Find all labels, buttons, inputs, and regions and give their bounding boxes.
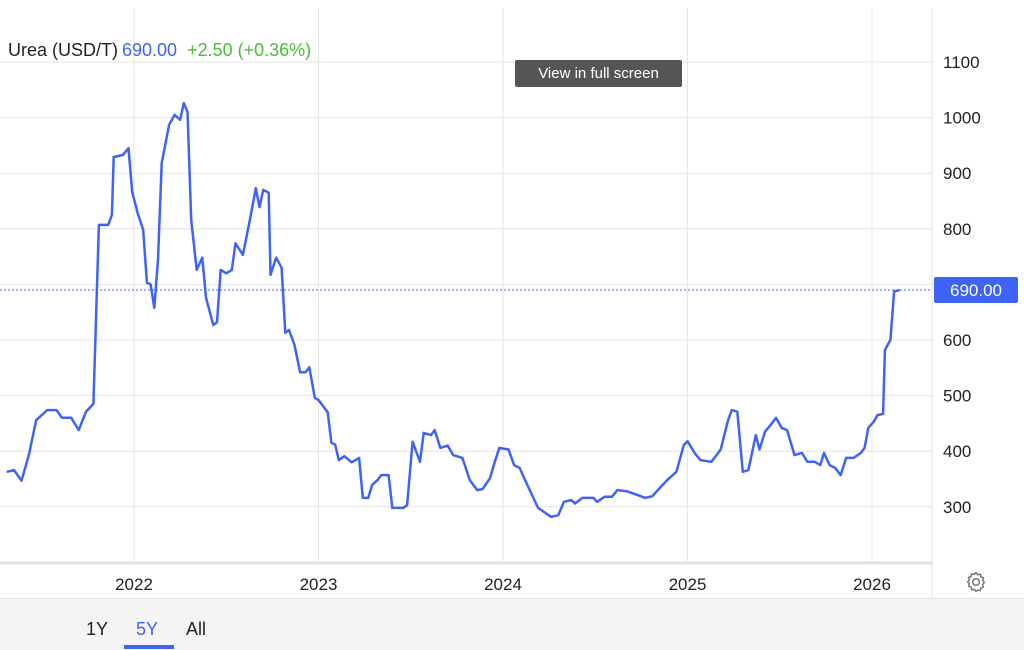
current-price: 690.00 <box>122 40 178 60</box>
y-tick-label: 400 <box>943 442 971 461</box>
y-tick-label: 900 <box>943 164 971 183</box>
price-change: +2.50 (+0.36%) <box>187 40 312 60</box>
x-tick-label: 2026 <box>853 575 891 594</box>
instrument-name: Urea (USD/T) <box>8 40 119 60</box>
x-tick-label: 2023 <box>300 575 338 594</box>
fullscreen-tooltip: View in full screen <box>515 60 682 87</box>
x-tick-label: 2025 <box>669 575 707 594</box>
range-selector: 1Y 5Y All <box>0 598 1024 650</box>
chart-title: Urea (USD/T) 690.00 +2.50 (+0.36%) <box>8 40 311 61</box>
y-tick-label: 300 <box>943 498 971 517</box>
range-1y-button[interactable]: 1Y <box>86 619 109 639</box>
x-axis: 2022 2023 2024 2025 2026 <box>115 575 891 594</box>
range-5y-button[interactable]: 5Y <box>136 619 159 639</box>
x-tick-label: 2022 <box>115 575 153 594</box>
gear-icon[interactable] <box>964 570 988 594</box>
series-line-urea <box>6 101 901 519</box>
y-tick-label: 1000 <box>943 109 981 128</box>
current-value-label: 690.00 <box>950 281 1002 300</box>
grid-lines <box>0 8 933 598</box>
y-tick-label: 1100 <box>943 53 980 72</box>
x-tick-label: 2024 <box>484 575 522 594</box>
active-range-indicator <box>124 645 174 649</box>
y-axis: 300 400 500 600 800 900 1000 1100 <box>943 53 981 517</box>
y-tick-label: 800 <box>943 220 971 239</box>
y-tick-label: 600 <box>943 331 971 350</box>
current-value-badge: 690.00 <box>934 276 1018 303</box>
range-all-button[interactable]: All <box>186 619 207 639</box>
y-tick-label: 500 <box>943 387 971 406</box>
